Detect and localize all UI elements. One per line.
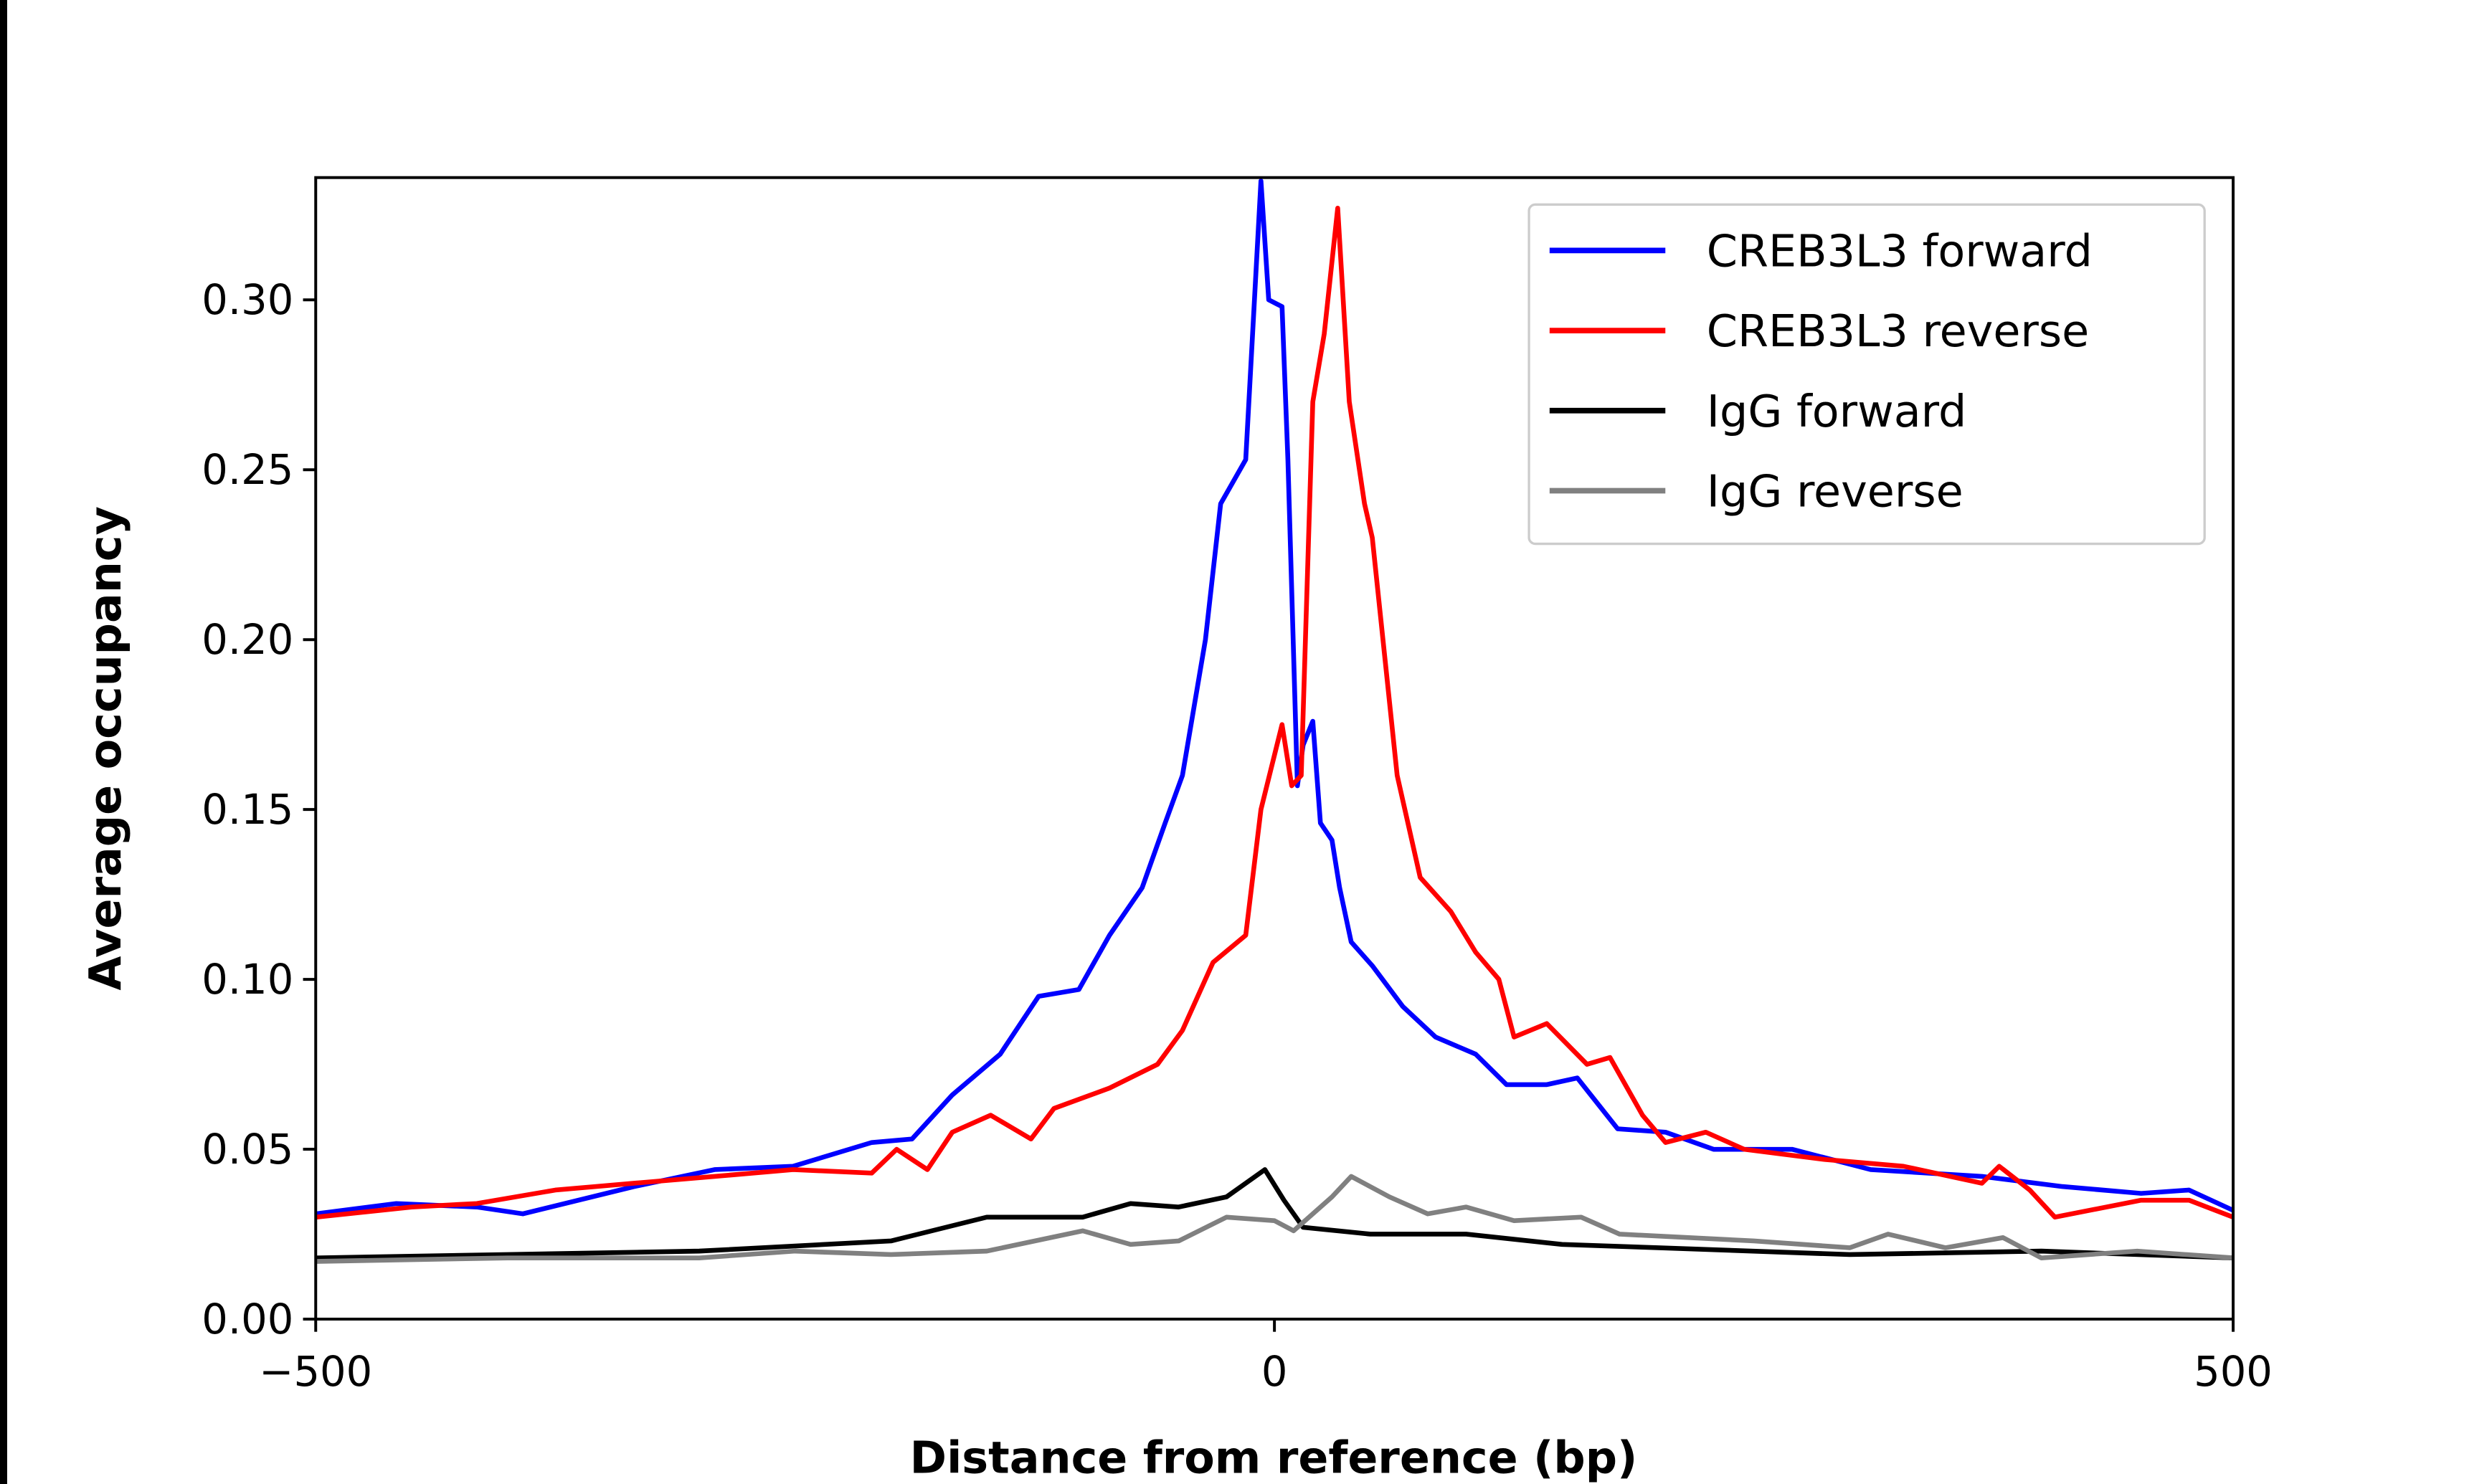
x-tick-label: 500 xyxy=(2194,1348,2273,1396)
legend-label: CREB3L3 forward xyxy=(1707,226,2093,277)
series-line-igg-reverse xyxy=(316,1174,2234,1264)
legend-label: IgG reverse xyxy=(1707,466,1963,518)
series-line-igg-forward xyxy=(316,1167,2234,1260)
series-line-creb3l3-reverse xyxy=(316,206,2234,1220)
y-axis-label: Average occupancy xyxy=(80,506,131,990)
series-line-creb3l3-forward xyxy=(316,179,2234,1217)
legend: CREB3L3 forward CREB3L3 reverse IgG forwar… xyxy=(1527,203,2206,546)
y-tick-label: 0.25 xyxy=(202,446,293,494)
x-tick-label: −500 xyxy=(259,1348,372,1396)
y-tick-label: 0.15 xyxy=(202,786,293,834)
x-axis: −500 0 500 xyxy=(259,1319,2273,1396)
y-tick-label: 0.20 xyxy=(202,616,293,664)
y-tick-label: 0.00 xyxy=(202,1295,293,1343)
legend-label: CREB3L3 reverse xyxy=(1707,305,2089,357)
y-tick-label: 0.10 xyxy=(202,956,293,1004)
y-axis: 0.00 0.05 0.10 0.15 0.20 0.25 0.30 xyxy=(202,276,316,1343)
legend-label: IgG forward xyxy=(1707,386,1967,437)
plot-area xyxy=(316,179,2234,1264)
x-tick-label: 0 xyxy=(1261,1348,1288,1396)
legend-frame xyxy=(1527,203,2206,546)
y-tick-label: 0.30 xyxy=(202,276,293,324)
y-tick-label: 0.05 xyxy=(202,1126,293,1174)
x-axis-label: Distance from reference (bp) xyxy=(910,1432,1638,1484)
image-left-border xyxy=(0,0,7,1484)
